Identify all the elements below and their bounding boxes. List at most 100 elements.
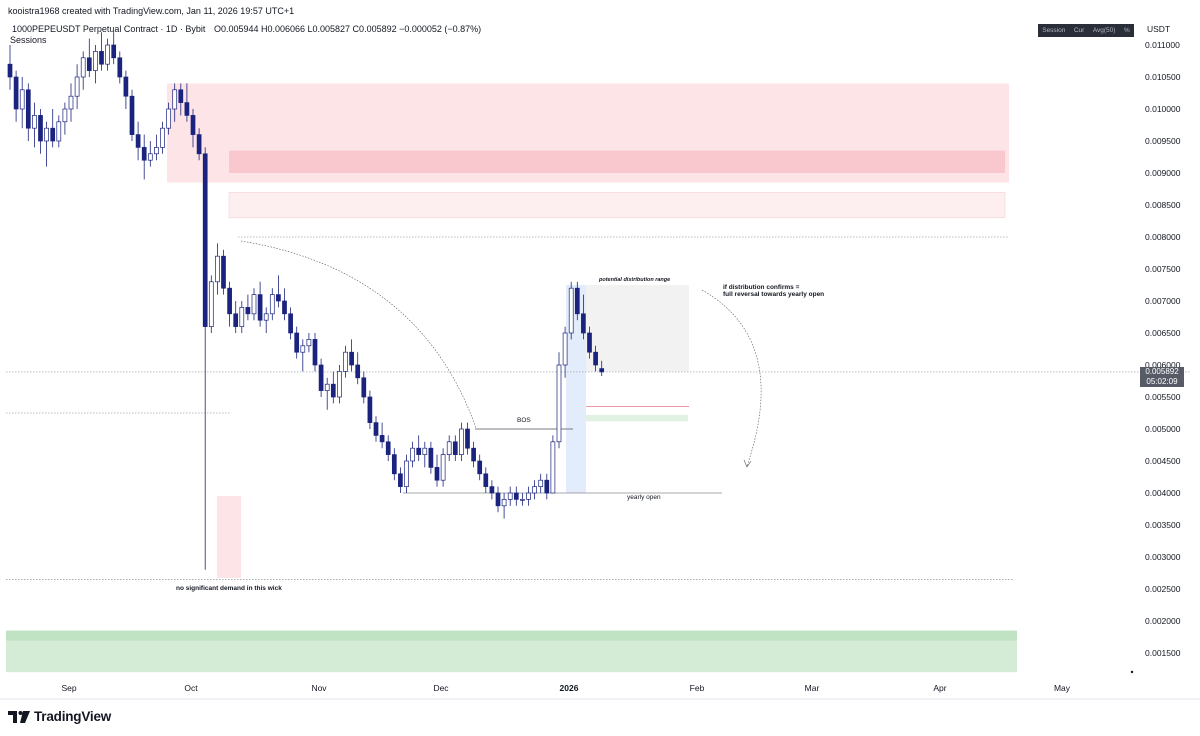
time-tick-label: Mar bbox=[805, 683, 820, 693]
candle-up bbox=[80, 57, 86, 78]
candle-down bbox=[593, 351, 598, 366]
candle-down bbox=[489, 486, 495, 494]
sessions-indicator[interactable]: Sessions bbox=[10, 35, 47, 45]
candle-up bbox=[422, 447, 428, 455]
created-by-line: kooistra1968 created with TradingView.co… bbox=[8, 6, 295, 16]
price-tick-label: 0.010000 bbox=[1145, 104, 1181, 114]
price-tick-label: 0.005500 bbox=[1145, 392, 1181, 402]
candle-down bbox=[434, 467, 440, 481]
candle-down bbox=[50, 127, 56, 142]
time-tick-label: May bbox=[1054, 683, 1071, 693]
candle-down bbox=[245, 307, 251, 315]
candle-down bbox=[38, 115, 43, 142]
supply-core-zone bbox=[229, 150, 1005, 173]
yearly-open-label: yearly open bbox=[627, 494, 661, 501]
reversal-note-line-2: full reversal towards yearly open bbox=[723, 291, 824, 298]
price-tick-label: 0.009500 bbox=[1145, 136, 1181, 146]
candle-down bbox=[257, 294, 263, 321]
candle-down bbox=[227, 287, 232, 315]
time-tick-label: Oct bbox=[184, 683, 198, 693]
price-tick-label: 0.008500 bbox=[1145, 200, 1181, 210]
reversal-arrow-head bbox=[743, 459, 752, 468]
candle-up bbox=[154, 147, 159, 155]
candle-down bbox=[391, 454, 397, 475]
candle-up bbox=[208, 281, 214, 327]
candle-down bbox=[202, 153, 208, 327]
candle-down bbox=[361, 377, 367, 398]
candle-down bbox=[428, 447, 434, 468]
candle-up bbox=[550, 441, 556, 494]
candle-up bbox=[404, 460, 409, 487]
candle-down bbox=[221, 255, 226, 289]
candle-down bbox=[373, 422, 379, 436]
percent-toggle[interactable]: % bbox=[1123, 27, 1130, 34]
candle-down bbox=[129, 95, 135, 135]
candle-up bbox=[74, 76, 80, 97]
price-tick-label: 0.006500 bbox=[1145, 328, 1181, 338]
symbol-line: 1000PEPEUSDT Perpetual Contract · 1D · B… bbox=[12, 24, 481, 34]
candle-up bbox=[532, 486, 537, 494]
candle-down bbox=[86, 57, 92, 71]
candle-down bbox=[367, 396, 373, 423]
last-price-value: 0.005892 bbox=[1145, 367, 1179, 376]
tradingview-logo[interactable]: TradingView bbox=[8, 709, 111, 724]
distribution-range-label: potential distribution range bbox=[598, 277, 670, 283]
candle-down bbox=[544, 479, 550, 494]
candle-up bbox=[440, 454, 446, 481]
candle-down bbox=[276, 294, 281, 302]
candle-down bbox=[587, 332, 592, 353]
candle-up bbox=[172, 89, 178, 110]
price-tick-label: 0.004500 bbox=[1145, 456, 1181, 466]
avg-toggle[interactable]: Avg(50) bbox=[1092, 27, 1116, 34]
reversal-note-line-1: if distribution confirms = bbox=[723, 284, 800, 291]
price-tick-label: 0.011000 bbox=[1145, 40, 1180, 50]
price-tick-label: 0.001500 bbox=[1145, 648, 1181, 658]
distribution-range-box bbox=[586, 285, 689, 372]
candle-down bbox=[99, 51, 104, 65]
candle-down bbox=[123, 76, 129, 97]
currency-toggle[interactable]: Cur bbox=[1073, 27, 1085, 34]
candle-down bbox=[7, 63, 13, 78]
reversal-path-arrow bbox=[701, 289, 762, 467]
candle-down bbox=[111, 44, 117, 59]
candle-down bbox=[477, 460, 483, 475]
time-tick-label: 2026 bbox=[560, 683, 579, 693]
supply-lower-zone bbox=[228, 191, 1006, 219]
session-toggle[interactable]: Session bbox=[1042, 27, 1066, 34]
candle-down bbox=[574, 287, 580, 315]
candle-up bbox=[44, 127, 49, 142]
no-demand-label: no significant demand in this wick bbox=[176, 585, 282, 592]
price-tick-label: 0.006000 bbox=[1145, 360, 1181, 370]
candle-up bbox=[166, 108, 171, 129]
last-price-tag: 0.005892 05:02:09 bbox=[1140, 367, 1184, 387]
candle-down bbox=[349, 351, 354, 366]
price-tick-label: 0.007000 bbox=[1145, 296, 1181, 306]
currency-label[interactable]: USDT bbox=[1147, 24, 1171, 34]
time-tick-label: Apr bbox=[933, 683, 946, 693]
candle-up bbox=[337, 371, 342, 398]
candle-up bbox=[526, 492, 531, 500]
tradingview-icon bbox=[8, 710, 30, 723]
candle-up bbox=[562, 332, 568, 366]
symbol-info[interactable]: 1000PEPEUSDT Perpetual Contract · 1D · B… bbox=[12, 24, 206, 34]
candle-up bbox=[68, 95, 74, 110]
candle-up bbox=[556, 364, 562, 443]
candle-up bbox=[93, 51, 98, 71]
candle-down bbox=[416, 447, 422, 455]
candle-down bbox=[282, 300, 287, 315]
tradingview-wordmark: TradingView bbox=[34, 709, 112, 724]
candle-up bbox=[147, 153, 153, 161]
candle-up bbox=[239, 307, 245, 327]
candle-down bbox=[184, 102, 190, 116]
rounding-top-arc bbox=[240, 240, 477, 429]
time-tick-label: Dec bbox=[433, 683, 449, 693]
candle-up bbox=[520, 499, 525, 501]
candle-down bbox=[581, 313, 586, 334]
candle-down bbox=[318, 364, 324, 391]
chart-annotations: BOS yearly open no significant demand in… bbox=[176, 277, 824, 592]
candle-down bbox=[233, 313, 239, 327]
price-tick-label: 0.002500 bbox=[1145, 584, 1181, 594]
price-tick-label: 0.002000 bbox=[1145, 616, 1181, 626]
target-box-green bbox=[586, 414, 688, 422]
